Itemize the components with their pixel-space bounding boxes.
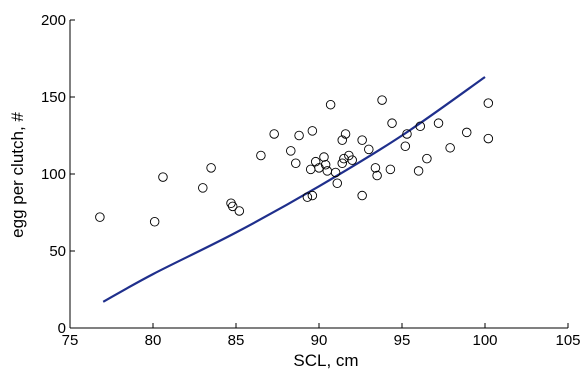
data-point [307,126,318,136]
data-point [325,99,336,110]
data-point [422,153,432,164]
scatter-points [95,95,494,227]
data-point [320,160,331,170]
x-tick-label: 100 [472,332,497,349]
data-point [413,166,424,176]
x-tick-label: 80 [145,332,162,349]
data-point [226,198,236,209]
data-point [377,95,387,105]
x-tick-label: 105 [555,332,580,349]
fit-curve-layer [102,76,486,303]
data-point [294,130,304,141]
data-point [330,167,341,178]
x-tick-label: 85 [228,332,245,349]
data-point [483,98,494,108]
y-tick-label: 200 [41,12,66,29]
data-point [319,152,329,162]
data-point [310,156,321,167]
data-point [291,158,301,168]
y-tick-label: 50 [49,243,66,260]
data-point [269,129,279,139]
data-point [337,135,347,145]
data-point [234,206,245,216]
data-point [256,150,266,161]
x-tick-label: 75 [62,332,79,349]
data-point [337,158,347,168]
data-point [158,172,168,182]
y-tick-label: 150 [41,89,66,106]
data-point [322,166,333,176]
data-point [347,155,357,165]
x-tick-label: 90 [311,332,328,349]
x-tick-label: 95 [394,332,411,349]
tick-labels: 75 80 85 90 95 100 105 0 50 100 150 200 [41,12,581,349]
data-point [302,192,313,202]
data-point [402,129,412,139]
data-point [332,178,343,188]
data-point [387,118,397,128]
data-point [227,201,238,212]
data-point [483,133,494,144]
data-point [433,118,444,128]
data-point [461,127,472,138]
ticks [69,19,569,329]
data-point [305,164,316,175]
y-tick-label: 0 [58,320,66,337]
data-point [385,164,396,175]
data-point [415,121,426,132]
data-point [307,190,318,201]
data-point [357,190,367,201]
data-point [314,163,324,173]
data-point [339,153,349,164]
data-point [206,163,216,173]
axes [69,20,568,329]
data-point [400,141,411,152]
data-point [370,163,381,173]
data-point [364,144,374,155]
data-point [198,183,208,193]
data-point [445,143,455,153]
data-point [286,146,296,156]
data-point [357,135,367,145]
data-point [95,212,105,222]
y-tick-label: 100 [41,166,66,183]
y-axis-label: egg per clutch, # [8,112,27,238]
data-point [340,129,351,139]
data-point [372,170,382,181]
x-axis-label: SCL, cm [293,351,358,370]
data-point [149,216,160,227]
fit-curve-line [102,76,486,303]
